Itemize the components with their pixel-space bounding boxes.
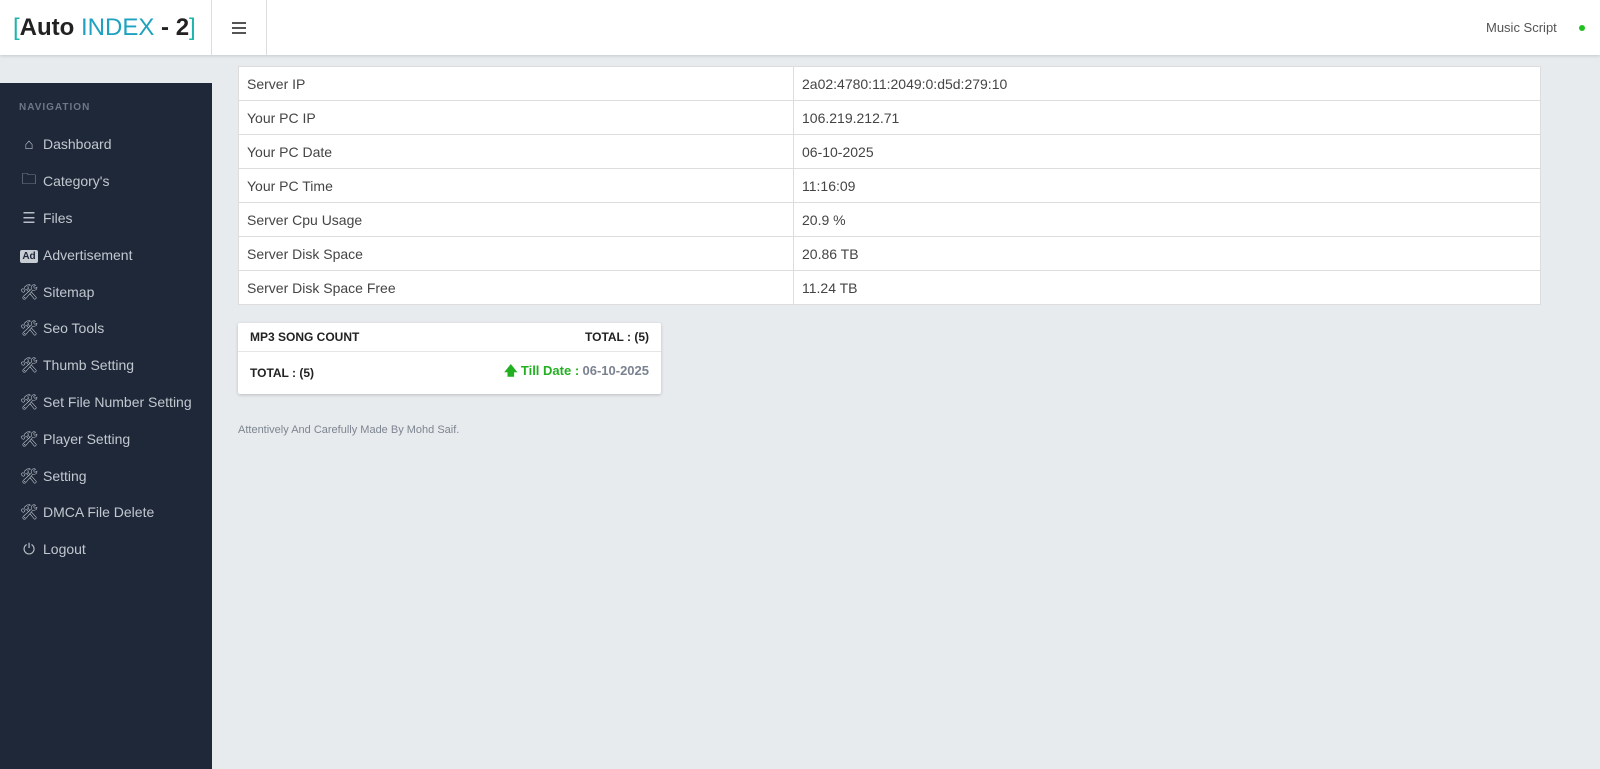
sidebar-item-seo-tools[interactable]: 🛠 Seo Tools — [0, 310, 212, 347]
online-status-icon — [1579, 25, 1585, 31]
row-value: 11:16:09 — [793, 168, 1541, 203]
sidebar: NAVIGATION ⌂ Dashboard 🗀 Category's ☰ Files Ad… — [0, 83, 212, 769]
sidebar-item-label: Sitemap — [43, 283, 95, 300]
row-value: 06-10-2025 — [793, 134, 1541, 169]
tools-icon: 🛠 — [19, 283, 39, 301]
table-row: Your PC IP 106.219.212.71 — [238, 100, 1541, 135]
sidebar-item-label: Dashboard — [43, 136, 112, 153]
sidebar-item-dmca-file-delete[interactable]: 🛠 DMCA File Delete — [0, 494, 212, 531]
sidebar-item-sitemap[interactable]: 🛠 Sitemap — [0, 273, 212, 310]
sidebar-item-files[interactable]: ☰ Files — [0, 200, 212, 237]
table-row: Server IP 2a02:4780:11:2049:0:d5d:279:10 — [238, 66, 1541, 101]
logo-bracket: [ — [13, 14, 20, 41]
mp3-song-count-card: MP3 SONG COUNT TOTAL : (5) TOTAL : (5) 🡅 … — [238, 323, 661, 394]
table-row: Server Disk Space Free 11.24 TB — [238, 270, 1541, 305]
top-bar: [Auto INDEX - 2] Music Script — [0, 0, 1600, 55]
card-total-header: TOTAL : (5) — [585, 330, 649, 344]
sidebar-item-logout[interactable]: ⏻ Logout — [0, 531, 212, 568]
sidebar-item-label: Player Setting — [43, 430, 131, 447]
sidebar-item-set-file-number-setting[interactable]: 🛠 Set File Number Setting — [0, 384, 212, 421]
row-value: 11.24 TB — [793, 270, 1541, 305]
sidebar-item-label: Files — [43, 209, 73, 226]
sidebar-item-setting[interactable]: 🛠 Setting — [0, 457, 212, 494]
tools-icon: 🛠 — [19, 430, 39, 448]
row-value: 20.86 TB — [793, 236, 1541, 271]
menu-toggle-button[interactable] — [212, 0, 267, 55]
sidebar-item-player-setting[interactable]: 🛠 Player Setting — [0, 420, 212, 457]
row-label: Server IP — [238, 66, 794, 101]
sidebar-item-label: Logout — [43, 541, 86, 558]
logo[interactable]: [Auto INDEX - 2] — [0, 0, 212, 55]
sidebar-item-advertisement[interactable]: Ad Advertisement — [0, 236, 212, 273]
row-label: Your PC Time — [238, 168, 794, 203]
logo-index: INDEX — [81, 14, 155, 41]
tools-icon: 🛠 — [19, 504, 39, 522]
arrow-up-icon: 🡅 — [504, 363, 518, 378]
row-label: Your PC IP — [238, 100, 794, 135]
sidebar-item-label: Category's — [43, 173, 110, 190]
sidebar-item-label: DMCA File Delete — [43, 504, 155, 521]
sidebar-item-dashboard[interactable]: ⌂ Dashboard — [0, 126, 212, 163]
till-date-label: Till Date : — [520, 363, 580, 378]
row-label: Server Disk Space — [238, 236, 794, 271]
card-total: TOTAL : (5) — [250, 366, 314, 380]
nav-heading: NAVIGATION — [19, 102, 91, 113]
row-value: 2a02:4780:11:2049:0:d5d:279:10 — [793, 66, 1541, 101]
table-row: Server Disk Space 20.86 TB — [238, 236, 1541, 271]
footer-credit: Attentively And Carefully Made By Mohd S… — [238, 424, 460, 436]
table-row: Your PC Time 11:16:09 — [238, 168, 1541, 203]
sidebar-item-label: Thumb Setting — [43, 357, 135, 374]
power-icon: ⏻ — [23, 540, 35, 558]
row-label: Your PC Date — [238, 134, 794, 169]
logo-bracket: ] — [189, 14, 196, 41]
hamburger-icon — [232, 26, 246, 29]
row-label: Server Cpu Usage — [238, 202, 794, 237]
sidebar-item-label: Setting — [43, 467, 87, 484]
table-row: Server Cpu Usage 20.9 % — [238, 202, 1541, 237]
tools-icon: 🛠 — [19, 357, 39, 375]
tools-icon: 🛠 — [19, 467, 39, 485]
ad-icon: Ad — [20, 250, 38, 264]
tools-icon: 🛠 — [19, 320, 39, 338]
server-info-table: Server IP 2a02:4780:11:2049:0:d5d:279:10 Y… — [238, 66, 1541, 305]
list-icon: ☰ — [22, 209, 36, 227]
till-date-value: 06-10-2025 — [582, 363, 650, 378]
table-row: Your PC Date 06-10-2025 — [238, 134, 1541, 169]
tools-icon: 🛠 — [19, 393, 39, 411]
home-icon: ⌂ — [24, 135, 34, 153]
sidebar-item-thumb-setting[interactable]: 🛠 Thumb Setting — [0, 347, 212, 384]
user-menu[interactable]: Music Script — [1486, 20, 1557, 35]
sidebar-item-label: Set File Number Setting — [43, 393, 192, 410]
sidebar-item-category-s[interactable]: 🗀 Category's — [0, 163, 212, 200]
row-value: 106.219.212.71 — [793, 100, 1541, 135]
card-title: MP3 SONG COUNT — [250, 330, 360, 344]
logo-auto: Auto — [19, 14, 75, 41]
logo-suffix: - 2 — [161, 14, 190, 41]
row-value: 20.9 % — [793, 202, 1541, 237]
sidebar-item-label: Advertisement — [43, 246, 133, 263]
row-label: Server Disk Space Free — [238, 270, 794, 305]
sidebar-item-label: Seo Tools — [43, 320, 105, 337]
folder-icon: 🗀 — [21, 170, 37, 188]
